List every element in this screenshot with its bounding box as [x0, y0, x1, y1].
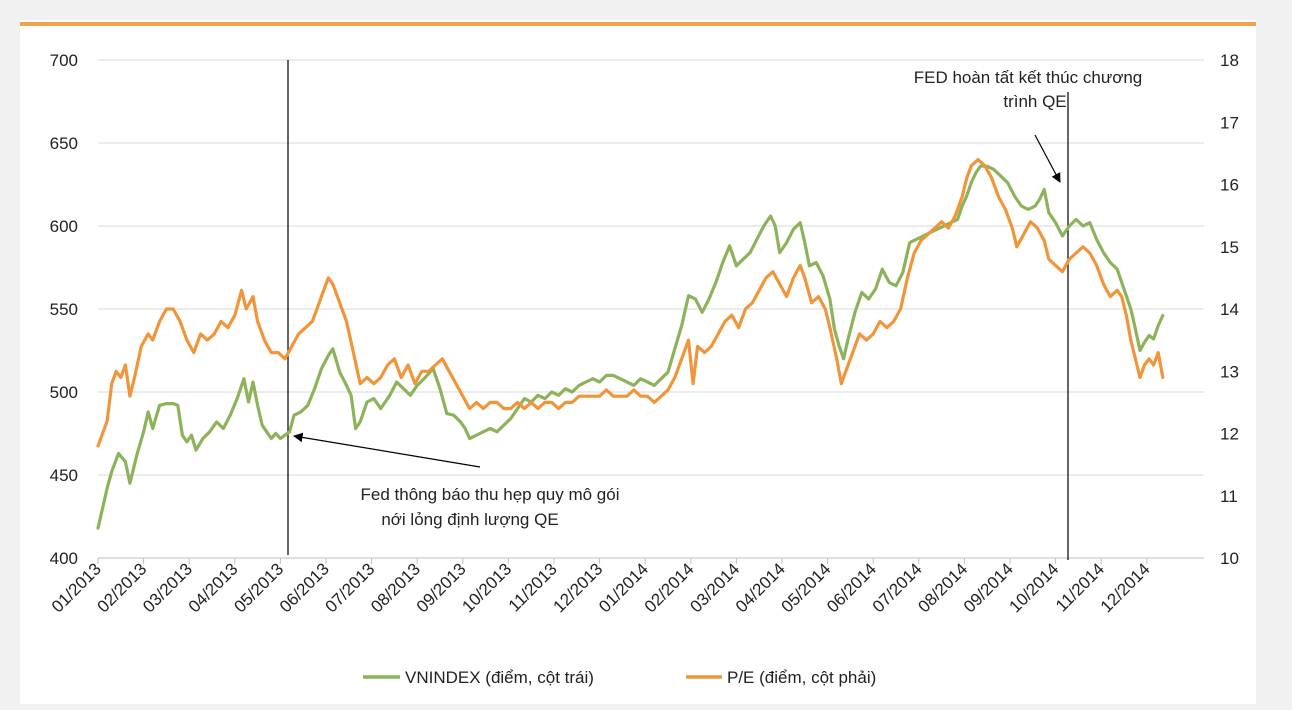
x-tick-label: 06/2013 [276, 559, 333, 616]
y-right-tick-label: 10 [1220, 549, 1239, 568]
annotation-taper-line2: nới lỏng định lượng QE [381, 510, 558, 529]
x-tick-label: 12/2014 [1097, 559, 1154, 616]
y-right-tick-label: 15 [1220, 238, 1239, 257]
x-tick-label: 01/2014 [595, 559, 652, 616]
y-left-tick-label: 650 [50, 134, 78, 153]
y-left-tick-label: 700 [50, 51, 78, 70]
accent-bar [20, 22, 1256, 26]
y-right-tick-label: 13 [1220, 362, 1239, 381]
x-tick-label: 03/2014 [686, 559, 743, 616]
y-right-tick-label: 12 [1220, 425, 1239, 444]
x-tick-label: 02/2013 [94, 559, 151, 616]
x-tick-label: 10/2013 [458, 559, 515, 616]
annotation-arrow-taper [293, 432, 481, 468]
x-tick-label: 07/2013 [322, 559, 379, 616]
x-tick-label: 12/2013 [550, 559, 607, 616]
x-tick-label: 04/2013 [185, 559, 242, 616]
legend-label-vnindex: VNINDEX (điểm, cột trái) [405, 668, 594, 687]
x-tick-label: 09/2014 [960, 559, 1017, 616]
legend-label-pe: P/E (điểm, cột phải) [727, 668, 876, 687]
x-tick-label: 08/2013 [367, 559, 424, 616]
x-tick-label: 02/2014 [641, 559, 698, 616]
x-tick-label: 05/2014 [778, 559, 835, 616]
y-left-tick-label: 400 [50, 549, 78, 568]
x-tick-label: 04/2014 [732, 559, 789, 616]
x-tick-label: 03/2013 [139, 559, 196, 616]
y-left-tick-label: 550 [50, 300, 78, 319]
y-left-tick-label: 450 [50, 466, 78, 485]
pe-series-line [96, 158, 1165, 448]
x-tick-label: 09/2013 [413, 559, 470, 616]
chart-panel [20, 20, 1256, 704]
y-right-tick-label: 11 [1220, 487, 1238, 506]
x-tick-label: 10/2014 [1006, 559, 1063, 616]
y-left-tick-label: 500 [50, 383, 78, 402]
y-right-tick-label: 18 [1220, 51, 1239, 70]
annotation-qe-end-line2: trình QE [1003, 92, 1066, 111]
y-right-tick-label: 17 [1220, 113, 1239, 132]
y-right-tick-label: 14 [1220, 300, 1239, 319]
x-tick-label: 08/2014 [914, 559, 971, 616]
annotation-taper-line1: Fed thông báo thu hẹp quy mô gói [361, 485, 620, 504]
y-right-tick-label: 16 [1220, 176, 1239, 195]
vnindex-series-line [96, 164, 1165, 530]
annotation-qe-end-line1: FED hoàn tất kết thúc chương [914, 68, 1143, 87]
y-left-tick-label: 600 [50, 217, 78, 236]
x-tick-label: 07/2014 [869, 559, 926, 616]
x-tick-label: 05/2013 [230, 559, 287, 616]
annotation-arrow-qe-end [1034, 134, 1061, 183]
x-tick-label: 06/2014 [823, 559, 880, 616]
